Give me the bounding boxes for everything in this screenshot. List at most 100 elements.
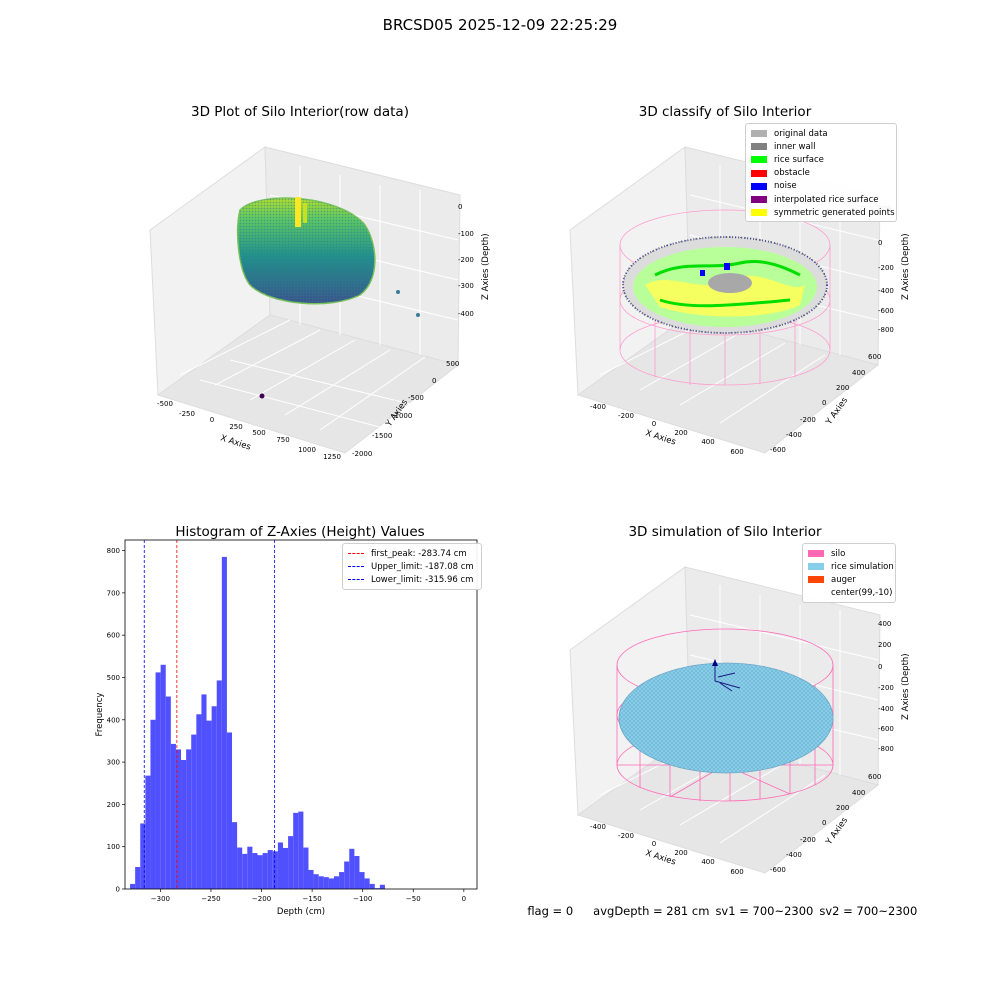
svg-text:600: 600 — [868, 773, 881, 781]
y-tick-label: 200 — [107, 801, 120, 809]
histogram-bar — [359, 872, 365, 889]
svg-text:0: 0 — [652, 420, 656, 428]
flag-status: flag = 0 — [527, 904, 574, 918]
svg-text:-250: -250 — [179, 410, 195, 418]
svg-text:250: 250 — [229, 423, 242, 431]
plot-frame — [124, 539, 478, 890]
histogram-bar — [221, 556, 227, 889]
svg-text:X Axies: X Axies — [644, 428, 677, 447]
histogram-bar — [175, 749, 182, 889]
x-tick-label: −200 — [252, 895, 271, 903]
x-axis-label: Depth (cm) — [277, 907, 325, 917]
legend-item-lower-limit: Lower_limit: -315.96 cm — [348, 573, 476, 586]
histogram-bar — [216, 680, 222, 889]
svg-text:-200: -200 — [800, 836, 816, 844]
histogram-bar — [313, 874, 319, 889]
y-tick-label: 100 — [107, 843, 120, 851]
legend-item-first-peak: first_peak: -283.74 cm — [348, 547, 476, 560]
histogram-bar — [211, 706, 217, 889]
classify-plot-title: 3D classify of Silo Interior — [638, 104, 812, 120]
legend-item-upper-limit: Upper_limit: -187.08 cm — [348, 560, 476, 573]
svg-text:X Axies: X Axies — [219, 433, 252, 452]
figure-title: BRCSD05 2025-12-09 22:25:29 — [382, 16, 618, 34]
svg-text:0: 0 — [432, 377, 436, 385]
histogram-legend: first_peak: -283.74 cm Upper_limit: -187… — [342, 543, 482, 590]
histogram-bar — [288, 836, 294, 889]
simulation-legend: silo rice simulation auger center(99,-10… — [802, 543, 896, 603]
legend-swatch — [808, 550, 824, 558]
raw-3d-plot: -500 -250 0 250 500 750 1000 1250 -2000 … — [149, 146, 491, 461]
svg-text:200: 200 — [836, 384, 849, 392]
legend-item-noise: noise — [751, 180, 891, 193]
legend-swatch — [751, 156, 767, 164]
histogram-chart: −300 −250 −200 −150 −100 −50 0 0 100 200 300 400 500… — [95, 539, 478, 917]
legend-line-blue — [348, 579, 364, 581]
histogram-bar — [206, 720, 212, 889]
histogram-bar — [242, 853, 248, 889]
sv1-status: sv1 = 700~2300 — [715, 904, 814, 918]
svg-text:400: 400 — [701, 438, 714, 446]
svg-text:500: 500 — [252, 429, 265, 437]
x-tick-label: −300 — [151, 895, 170, 903]
x-tick-label: −100 — [353, 895, 372, 903]
histogram-bar — [323, 877, 329, 889]
svg-text:1250: 1250 — [323, 453, 341, 461]
histogram-bar — [181, 759, 187, 889]
svg-text:-400: -400 — [458, 310, 474, 318]
histogram-bar — [145, 775, 151, 889]
histogram-bar — [135, 867, 141, 889]
legend-swatch — [808, 589, 824, 597]
histogram-bar — [333, 876, 340, 889]
simulation-3d-plot: -400 -200 0 200 400 600 -600 -400 -200 0… — [569, 566, 911, 876]
y-tick-label: 0 — [116, 886, 120, 894]
histogram-bar — [374, 888, 380, 889]
histogram-bar — [277, 842, 283, 889]
svg-text:-600: -600 — [878, 725, 894, 733]
svg-text:500: 500 — [446, 360, 459, 368]
svg-text:400: 400 — [852, 369, 865, 377]
svg-text:-500: -500 — [408, 394, 424, 402]
histogram-bar — [293, 812, 299, 889]
histogram-bar — [247, 846, 253, 889]
svg-text:0: 0 — [878, 239, 882, 247]
histogram-bar — [303, 847, 309, 889]
legend-item-inner-wall: inner wall — [751, 140, 891, 153]
svg-text:-600: -600 — [878, 307, 894, 315]
histogram-bar — [379, 884, 385, 889]
svg-text:0: 0 — [210, 416, 214, 424]
legend-item-auger: auger — [808, 573, 890, 586]
histogram-bar — [186, 749, 192, 889]
legend-item-center: center(99,-10) — [808, 587, 892, 600]
histogram-bar — [369, 883, 375, 889]
y-axis-label: Frequency — [95, 693, 105, 737]
legend-item-interpolated: interpolated rice surface — [751, 193, 891, 206]
histogram-title: Histogram of Z-Axies (Height) Values — [175, 524, 425, 540]
legend-swatch — [751, 143, 767, 151]
histogram-bar — [140, 823, 146, 889]
legend-line-blue — [348, 566, 364, 568]
sv2-status: sv2 = 700~2300 — [819, 904, 918, 918]
x-tick-label: 0 — [462, 895, 466, 903]
histogram-bar — [308, 869, 314, 889]
y-tick-label: 800 — [107, 547, 120, 555]
svg-text:-400: -400 — [786, 431, 802, 439]
svg-text:-200: -200 — [458, 256, 474, 264]
histogram-bar — [328, 878, 334, 889]
histogram-bar — [272, 851, 278, 889]
svg-text:X Axies: X Axies — [644, 848, 677, 867]
svg-text:-800: -800 — [878, 326, 894, 334]
svg-text:0: 0 — [822, 399, 826, 407]
legend-item-rice-simulation: rice simulation — [808, 560, 894, 573]
svg-text:-400: -400 — [878, 705, 894, 713]
svg-text:-2000: -2000 — [352, 450, 372, 458]
legend-item-rice-surface: rice surface — [751, 153, 891, 166]
legend-swatch — [751, 169, 767, 177]
histogram-bar — [257, 855, 263, 889]
histogram-bar — [160, 664, 166, 889]
svg-text:-400: -400 — [878, 287, 894, 295]
avg-depth-status: avgDepth = 281 cm — [593, 904, 710, 918]
svg-text:-300: -300 — [458, 282, 474, 290]
svg-text:Z Axies (Depth): Z Axies (Depth) — [901, 653, 911, 720]
svg-text:0: 0 — [878, 663, 882, 671]
histogram-bar — [191, 734, 197, 889]
